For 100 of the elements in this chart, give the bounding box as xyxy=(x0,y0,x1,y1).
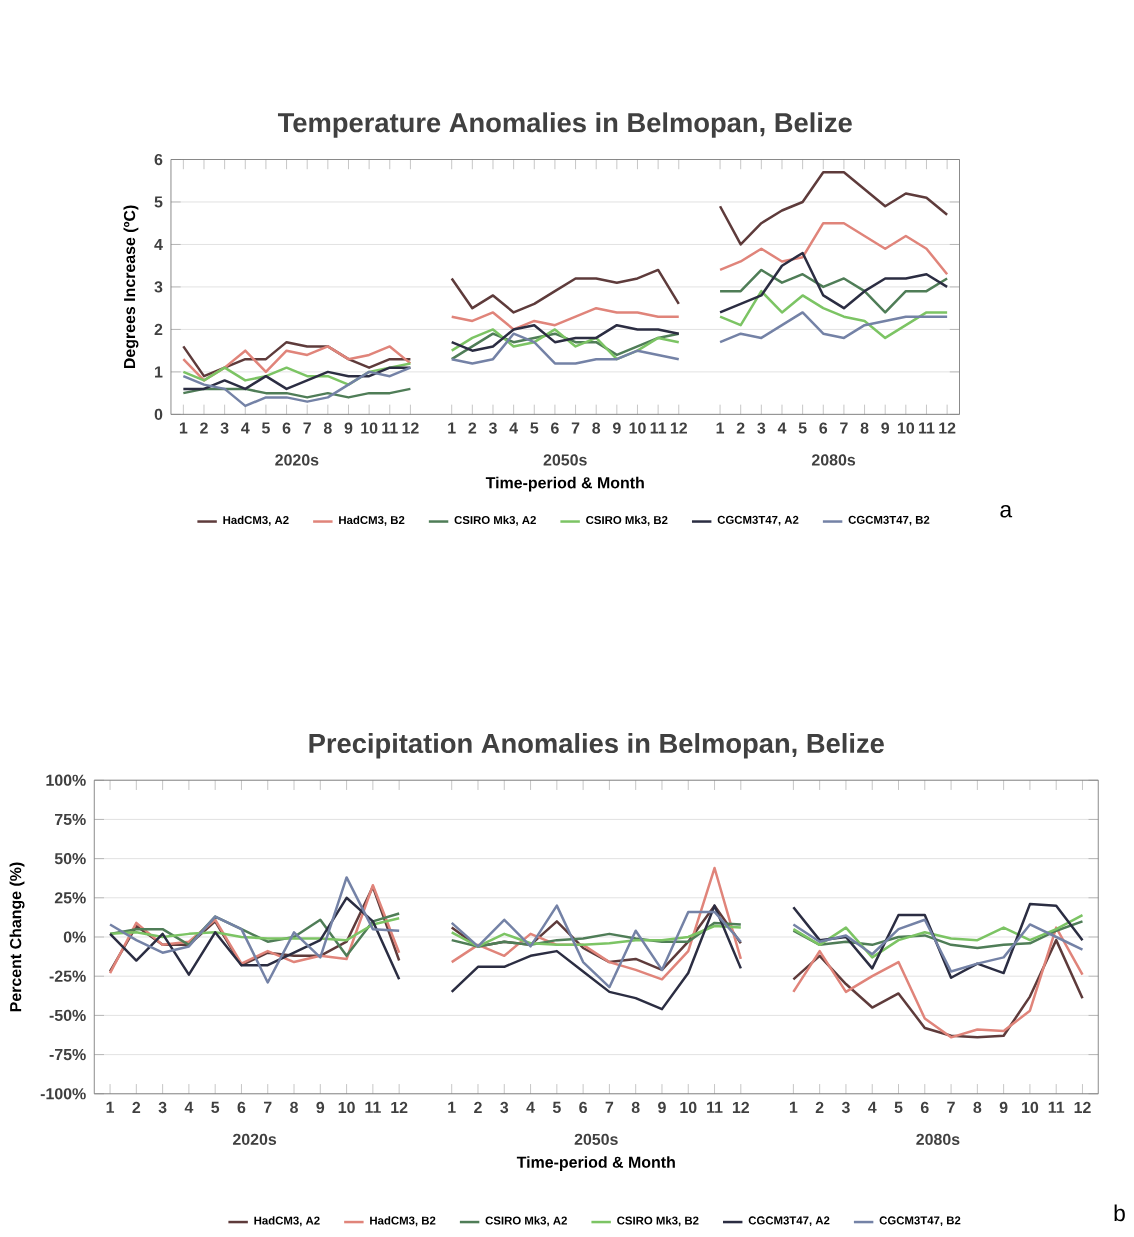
legend-label: CSIRO Mk3, A2 xyxy=(485,1216,567,1227)
x-tick-label: 8 xyxy=(631,1101,640,1114)
x-tick-label: 2 xyxy=(132,1101,141,1113)
text: 2080s xyxy=(916,1133,960,1145)
y-tick-label: 75% xyxy=(54,813,86,826)
x-tick-label: 10 xyxy=(1021,1101,1039,1114)
y-tick-label: 50% xyxy=(54,853,86,865)
x-tick-label: 1 xyxy=(106,1101,114,1113)
x-tick-label: 4 xyxy=(777,422,787,434)
x-tick-label: 9 xyxy=(344,422,353,434)
x-tick-label: 6 xyxy=(819,422,828,434)
x-tick-label: 11 xyxy=(707,1101,723,1113)
x-tick-label: 9 xyxy=(657,1101,666,1114)
x-tick-label: 3 xyxy=(500,1101,509,1114)
x-axis-title: Time-period & Month xyxy=(516,1156,675,1171)
x-tick-label: 6 xyxy=(237,1101,246,1114)
chart-title: Temperature Anomalies in Belmopan, Belize xyxy=(277,112,852,138)
y-tick-label: 0% xyxy=(63,931,86,943)
x-axis-title: Time-period & Month xyxy=(485,476,644,492)
x-tick-label: 7 xyxy=(571,422,580,434)
x-tick-label: 8 xyxy=(592,422,601,434)
x-tick-label: 4 xyxy=(241,422,250,434)
x-tick-label: 4 xyxy=(509,422,518,434)
y-tick-label: 5 xyxy=(154,196,163,208)
legend-label: HadCM3, A2 xyxy=(223,515,289,526)
x-tick-label: 9 xyxy=(612,422,621,434)
y-tick-label: 25% xyxy=(54,892,86,904)
x-tick-label: 10 xyxy=(629,422,646,434)
x-tick-label: 9 xyxy=(881,422,889,434)
legend-label: CSIRO Mk3, B2 xyxy=(586,515,668,526)
x-tick-label: 7 xyxy=(303,422,311,434)
legend-label: CGCM3T47, B2 xyxy=(879,1216,961,1227)
x-tick-label: 12 xyxy=(402,422,419,434)
x-tick-label: 5 xyxy=(530,422,539,434)
x-tick-label: 4 xyxy=(867,1101,877,1113)
x-tick-label: 12 xyxy=(670,422,687,434)
x-tick-label: 2 xyxy=(474,1101,482,1113)
x-tick-label: 2 xyxy=(200,422,208,434)
y-tick-label: 4 xyxy=(154,238,163,250)
x-tick-label: 1 xyxy=(448,1101,456,1113)
legend-label: HadCM3, B2 xyxy=(339,515,405,526)
text: 2020s xyxy=(275,454,319,466)
x-tick-label: 11 xyxy=(918,422,935,434)
text: 2050s xyxy=(543,454,587,466)
x-tick-label: 8 xyxy=(860,422,869,434)
legend-label: CGCM3T47, A2 xyxy=(748,1216,830,1227)
x-tick-label: 3 xyxy=(488,422,497,434)
x-tick-label: 7 xyxy=(263,1101,272,1113)
legend-label: CGCM3T47, A2 xyxy=(717,515,799,526)
x-tick-label: 3 xyxy=(220,422,229,434)
y-axis-title: Degrees Increase (ºC) xyxy=(123,205,139,369)
x-tick-label: 6 xyxy=(550,422,559,434)
text: 2020s xyxy=(232,1133,277,1145)
text: 2050s xyxy=(574,1133,618,1145)
y-axis-title: Percent Change (%) xyxy=(9,862,25,1012)
x-tick-label: 6 xyxy=(579,1101,587,1114)
x-tick-label: 11 xyxy=(1048,1101,1065,1113)
text: 2080s xyxy=(811,454,856,466)
x-tick-label: 10 xyxy=(680,1101,697,1114)
y-tick-label: -25% xyxy=(49,970,86,982)
x-tick-label: 1 xyxy=(179,422,188,434)
x-tick-label: 6 xyxy=(920,1101,929,1114)
legend-label: CSIRO Mk3, B2 xyxy=(617,1216,699,1227)
x-tick-label: 3 xyxy=(841,1101,850,1114)
x-tick-label: 12 xyxy=(1074,1101,1091,1113)
text: a xyxy=(1000,504,1013,518)
x-tick-label: 5 xyxy=(798,422,807,434)
y-tick-label: 6 xyxy=(154,153,163,166)
x-tick-label: 5 xyxy=(211,1101,220,1113)
x-tick-label: 11 xyxy=(650,422,667,434)
x-tick-label: 10 xyxy=(897,422,914,434)
x-tick-label: 10 xyxy=(361,422,378,434)
y-tick-label: 0 xyxy=(154,408,163,421)
y-tick-label: -100% xyxy=(40,1088,86,1100)
x-tick-label: 5 xyxy=(261,422,270,434)
x-tick-label: 12 xyxy=(732,1101,749,1113)
y-tick-label: -50% xyxy=(49,1009,86,1022)
x-tick-label: 12 xyxy=(391,1101,408,1113)
x-tick-label: 1 xyxy=(789,1101,798,1113)
y-tick-label: 2 xyxy=(154,323,163,335)
x-tick-label: 4 xyxy=(526,1101,535,1113)
x-tick-label: 2 xyxy=(736,422,745,434)
legend-label: HadCM3, A2 xyxy=(254,1216,320,1227)
x-tick-label: 8 xyxy=(973,1101,982,1114)
x-tick-label: 7 xyxy=(840,422,848,434)
x-tick-label: 3 xyxy=(757,422,766,434)
y-tick-label: 100% xyxy=(46,774,86,786)
x-tick-label: 6 xyxy=(282,422,291,434)
x-tick-label: 12 xyxy=(939,422,956,434)
legend-label: CSIRO Mk3, A2 xyxy=(454,515,536,526)
x-tick-label: 8 xyxy=(290,1101,298,1114)
x-tick-label: 2 xyxy=(468,422,477,434)
text: b xyxy=(1114,1204,1125,1222)
y-tick-label: 3 xyxy=(154,281,163,293)
x-tick-label: 9 xyxy=(316,1101,325,1114)
x-tick-label: 1 xyxy=(448,422,456,434)
legend-label: CGCM3T47, B2 xyxy=(848,515,930,526)
x-tick-label: 10 xyxy=(338,1101,355,1114)
x-tick-label: 7 xyxy=(947,1101,955,1113)
y-tick-label: 1 xyxy=(154,366,163,378)
